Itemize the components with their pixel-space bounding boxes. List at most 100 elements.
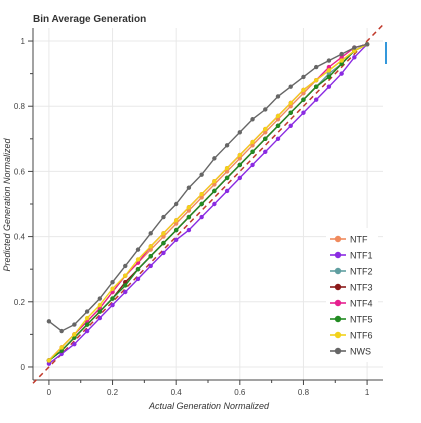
data-point-ntf5[interactable] — [263, 136, 268, 142]
data-point-ntf1[interactable] — [224, 188, 230, 194]
legend-label-nws[interactable]: NWS — [350, 347, 371, 357]
scrollbar-handle[interactable] — [385, 42, 387, 64]
data-point-ntf[interactable] — [199, 195, 204, 200]
data-point-nws[interactable] — [59, 328, 64, 334]
data-point-ntf6[interactable] — [110, 286, 115, 291]
data-point-ntf6[interactable] — [339, 58, 344, 63]
data-point-ntf5[interactable] — [275, 123, 281, 128]
data-point-ntf1[interactable] — [46, 361, 52, 366]
data-point-nws[interactable] — [110, 280, 115, 285]
data-point-ntf5[interactable] — [84, 322, 90, 327]
data-point-nws[interactable] — [173, 201, 179, 207]
data-point-ntf6[interactable] — [161, 231, 166, 236]
data-point-ntf6[interactable] — [72, 332, 77, 337]
data-point-ntf5[interactable] — [135, 266, 141, 272]
data-point-ntf6[interactable] — [135, 257, 141, 262]
data-point-ntf6[interactable] — [199, 192, 204, 197]
data-point-nws[interactable] — [161, 214, 166, 220]
data-point-ntf1[interactable] — [339, 71, 344, 76]
data-point-nws[interactable] — [301, 74, 306, 80]
data-point-nws[interactable] — [224, 143, 230, 148]
data-point-ntf4[interactable] — [326, 64, 332, 70]
data-point-ntf1[interactable] — [84, 328, 90, 334]
data-point-ntf[interactable] — [237, 156, 243, 161]
data-point-ntf1[interactable] — [199, 214, 204, 220]
data-point-ntf2[interactable] — [326, 71, 332, 76]
data-point-nws[interactable] — [275, 94, 281, 99]
legend-label-ntf5[interactable]: NTF5 — [350, 315, 373, 325]
data-point-nws[interactable] — [263, 107, 268, 112]
data-point-nws[interactable] — [97, 296, 103, 301]
data-point-nws[interactable] — [212, 156, 217, 161]
data-point-ntf6[interactable] — [97, 302, 103, 308]
data-point-nws[interactable] — [339, 51, 344, 57]
data-point-ntf6[interactable] — [123, 273, 128, 278]
data-point-nws[interactable] — [199, 172, 204, 177]
data-point-ntf[interactable] — [186, 208, 192, 213]
data-point-ntf1[interactable] — [173, 237, 179, 243]
data-point-ntf5[interactable] — [237, 162, 243, 168]
data-point-nws[interactable] — [148, 231, 153, 236]
data-point-nws[interactable] — [84, 309, 90, 314]
data-point-ntf[interactable] — [173, 221, 179, 226]
data-point-ntf5[interactable] — [339, 61, 344, 67]
data-point-ntf1[interactable] — [313, 97, 319, 102]
legend-label-ntf1[interactable]: NTF1 — [350, 251, 373, 261]
data-point-ntf6[interactable] — [59, 345, 64, 350]
data-point-ntf1[interactable] — [72, 341, 77, 347]
data-point-ntf5[interactable] — [173, 227, 179, 233]
data-point-ntf[interactable] — [224, 169, 230, 174]
data-point-ntf6[interactable] — [148, 244, 153, 249]
data-point-ntf5[interactable] — [224, 175, 230, 181]
data-point-ntf1[interactable] — [186, 227, 192, 233]
data-point-ntf1[interactable] — [161, 250, 166, 256]
data-point-ntf6[interactable] — [224, 165, 230, 171]
data-point-ntf[interactable] — [288, 104, 293, 109]
data-point-ntf1[interactable] — [123, 289, 128, 295]
data-point-ntf6[interactable] — [237, 152, 243, 158]
data-point-nws[interactable] — [46, 319, 52, 324]
data-point-ntf5[interactable] — [59, 348, 64, 353]
data-point-nws[interactable] — [352, 45, 357, 50]
data-point-nws[interactable] — [237, 130, 243, 135]
legend[interactable]: NTF NTF1 NTF2 NTF3 NTF4 NTF5 NTF6 NWS — [326, 228, 378, 362]
data-point-ntf4[interactable] — [97, 306, 103, 311]
data-point-ntf5[interactable] — [161, 240, 166, 246]
data-point-ntf1[interactable] — [237, 175, 243, 181]
data-point-nws[interactable] — [364, 42, 370, 47]
data-point-ntf6[interactable] — [250, 139, 255, 145]
data-point-ntf6[interactable] — [275, 113, 281, 119]
data-point-ntf5[interactable] — [110, 296, 115, 301]
data-point-ntf[interactable] — [275, 117, 281, 122]
legend-label-ntf3[interactable]: NTF3 — [350, 283, 373, 293]
data-point-ntf1[interactable] — [326, 84, 332, 89]
data-point-nws[interactable] — [326, 58, 332, 63]
data-point-ntf1[interactable] — [212, 201, 217, 207]
data-point-ntf5[interactable] — [288, 110, 293, 115]
data-point-ntf1[interactable] — [110, 302, 115, 308]
data-point-ntf6[interactable] — [301, 87, 306, 93]
data-point-ntf[interactable] — [250, 143, 255, 148]
data-point-ntf5[interactable] — [212, 188, 217, 194]
data-point-ntf5[interactable] — [97, 309, 103, 314]
data-point-ntf6[interactable] — [352, 48, 357, 54]
data-point-ntf4[interactable] — [339, 55, 344, 60]
data-point-ntf[interactable] — [301, 90, 306, 96]
legend-label-ntf2[interactable]: NTF2 — [350, 267, 373, 277]
data-point-ntf1[interactable] — [59, 351, 64, 357]
data-point-ntf1[interactable] — [288, 123, 293, 128]
data-point-ntf[interactable] — [161, 234, 166, 239]
data-point-ntf1[interactable] — [135, 276, 141, 282]
data-point-ntf1[interactable] — [352, 55, 357, 60]
data-point-ntf5[interactable] — [186, 214, 192, 220]
data-point-nws[interactable] — [288, 84, 293, 89]
data-point-ntf5[interactable] — [123, 283, 128, 288]
data-point-nws[interactable] — [250, 117, 255, 122]
data-point-ntf6[interactable] — [186, 205, 192, 210]
data-point-ntf1[interactable] — [148, 263, 153, 269]
data-point-ntf5[interactable] — [250, 149, 255, 155]
data-point-ntf6[interactable] — [326, 68, 332, 73]
data-point-ntf6[interactable] — [288, 100, 293, 106]
data-point-ntf6[interactable] — [173, 218, 179, 223]
data-point-ntf1[interactable] — [250, 162, 255, 168]
